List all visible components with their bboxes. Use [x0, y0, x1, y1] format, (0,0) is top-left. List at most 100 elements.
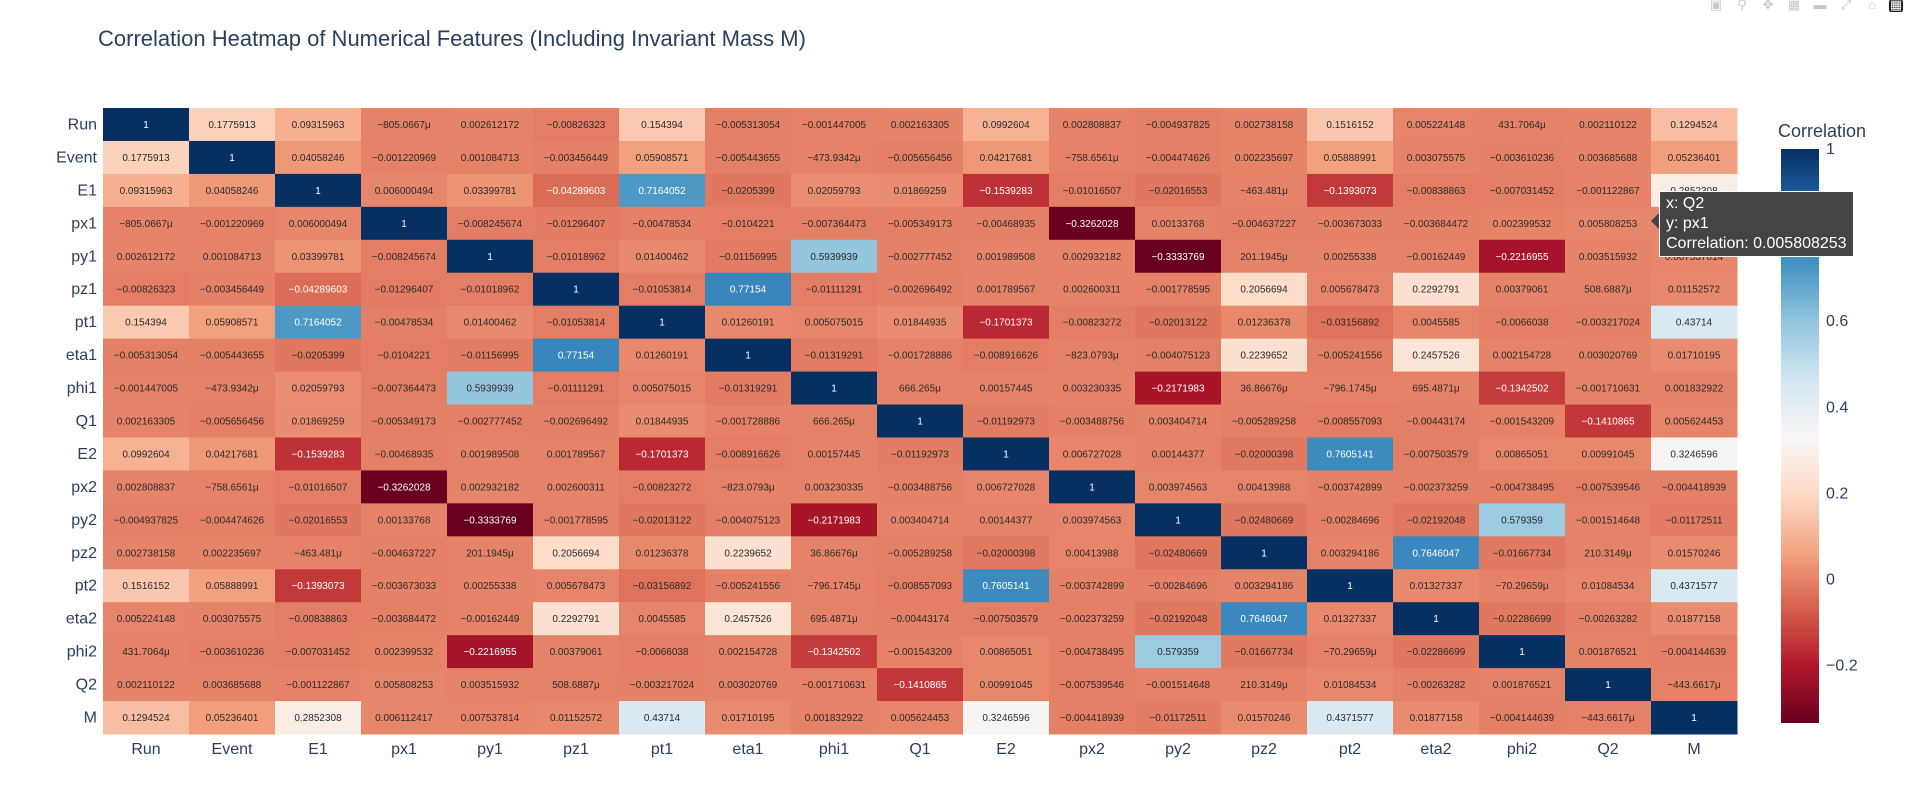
heatmap-cell[interactable] [275, 470, 362, 504]
heatmap-cell[interactable] [1221, 140, 1308, 175]
heatmap-cell[interactable] [1479, 338, 1566, 373]
heatmap-cell[interactable] [705, 701, 792, 735]
heatmap-cell[interactable] [447, 305, 534, 340]
heatmap-cell[interactable] [533, 338, 620, 373]
heatmap-cell[interactable] [1393, 569, 1480, 603]
heatmap-cell[interactable] [1393, 602, 1480, 636]
heatmap-cell[interactable] [189, 173, 276, 208]
heatmap-cell[interactable] [361, 305, 448, 340]
heatmap-cell[interactable] [275, 108, 362, 142]
heatmap-cell[interactable] [1651, 140, 1738, 175]
heatmap-cell[interactable] [705, 602, 792, 636]
heatmap-cell[interactable] [361, 338, 448, 373]
heatmap-cell[interactable] [1135, 701, 1222, 735]
heatmap-cell[interactable] [447, 140, 534, 175]
heatmap-cell[interactable] [361, 371, 448, 406]
heatmap-cell[interactable] [1049, 173, 1136, 208]
heatmap-cell[interactable] [533, 503, 620, 537]
heatmap-cell[interactable] [533, 404, 620, 438]
heatmap-cell[interactable] [1393, 108, 1480, 142]
heatmap-cell[interactable] [1393, 140, 1480, 175]
heatmap-cell[interactable] [447, 108, 534, 142]
heatmap-cell[interactable] [189, 536, 276, 570]
zoom-in-icon[interactable]: ▦ [1787, 0, 1801, 12]
heatmap-cell[interactable] [619, 503, 706, 537]
heatmap-cell[interactable] [1307, 635, 1394, 669]
heatmap-cell[interactable] [1221, 108, 1308, 142]
heatmap-cell[interactable] [103, 371, 190, 406]
heatmap-cell[interactable] [1221, 239, 1308, 274]
heatmap-cell[interactable] [1135, 470, 1222, 504]
heatmap-cell[interactable] [877, 404, 964, 438]
heatmap-cell[interactable] [1135, 140, 1222, 175]
heatmap-cell[interactable] [877, 635, 964, 669]
heatmap-cell[interactable] [1393, 701, 1480, 735]
heatmap-cell[interactable] [791, 305, 878, 340]
heatmap-cell[interactable] [1651, 569, 1738, 603]
heatmap-cell[interactable] [533, 668, 620, 702]
heatmap-cell[interactable] [189, 668, 276, 702]
heatmap-cell[interactable] [103, 536, 190, 570]
heatmap-cell[interactable] [103, 602, 190, 636]
heatmap-cell[interactable] [1307, 305, 1394, 340]
heatmap-cell[interactable] [1049, 437, 1136, 471]
heatmap-cell[interactable] [1307, 239, 1394, 274]
heatmap-cell[interactable] [1221, 404, 1308, 438]
heatmap-cell[interactable] [791, 701, 878, 735]
heatmap-cell[interactable] [533, 536, 620, 570]
heatmap-cell[interactable] [361, 239, 448, 274]
heatmap-cell[interactable] [963, 206, 1050, 241]
heatmap-cell[interactable] [1393, 668, 1480, 702]
heatmap-cell[interactable] [1135, 206, 1222, 241]
heatmap-cell[interactable] [1049, 404, 1136, 438]
heatmap-cell[interactable] [1479, 206, 1566, 241]
heatmap-cell[interactable] [705, 173, 792, 208]
heatmap-cell[interactable] [1049, 602, 1136, 636]
heatmap-cell[interactable] [275, 668, 362, 702]
heatmap-cell[interactable] [447, 173, 534, 208]
heatmap-cell[interactable] [877, 602, 964, 636]
heatmap-cell[interactable] [361, 569, 448, 603]
heatmap-cell[interactable] [877, 668, 964, 702]
heatmap-cell[interactable] [361, 206, 448, 241]
heatmap-cell[interactable] [275, 404, 362, 438]
heatmap-cell[interactable] [1221, 437, 1308, 471]
heatmap-cell[interactable] [619, 635, 706, 669]
heatmap-cell[interactable] [533, 437, 620, 471]
heatmap-cell[interactable] [103, 239, 190, 274]
heatmap-cell[interactable] [963, 635, 1050, 669]
heatmap-cell[interactable] [103, 635, 190, 669]
heatmap-cell[interactable] [1393, 536, 1480, 570]
heatmap-cell[interactable] [1651, 668, 1738, 702]
heatmap-cell[interactable] [1307, 371, 1394, 406]
heatmap-cell[interactable] [1307, 470, 1394, 504]
heatmap-cell[interactable] [791, 404, 878, 438]
heatmap-cell[interactable] [1479, 503, 1566, 537]
heatmap-cell[interactable] [189, 206, 276, 241]
heatmap-cell[interactable] [877, 305, 964, 340]
heatmap-cell[interactable] [1135, 569, 1222, 603]
heatmap-cell[interactable] [189, 272, 276, 307]
heatmap-cell[interactable] [447, 569, 534, 603]
heatmap-cell[interactable] [1221, 536, 1308, 570]
heatmap-cell[interactable] [275, 272, 362, 307]
heatmap-cell[interactable] [1221, 272, 1308, 307]
plotly-logo-icon[interactable]: ▦ [1889, 0, 1903, 12]
heatmap-cell[interactable] [877, 536, 964, 570]
heatmap-cell[interactable] [1651, 272, 1738, 307]
heatmap-cell[interactable] [275, 536, 362, 570]
heatmap-cell[interactable] [1479, 108, 1566, 142]
heatmap-cell[interactable] [963, 470, 1050, 504]
heatmap-cell[interactable] [963, 140, 1050, 175]
heatmap-cell[interactable] [1393, 437, 1480, 471]
heatmap-cell[interactable] [1651, 470, 1738, 504]
heatmap-cell[interactable] [447, 437, 534, 471]
heatmap-cell[interactable] [791, 140, 878, 175]
heatmap-cell[interactable] [189, 701, 276, 735]
heatmap-cell[interactable] [1479, 437, 1566, 471]
heatmap-cell[interactable] [1651, 108, 1738, 142]
heatmap-cell[interactable] [963, 503, 1050, 537]
heatmap-cell[interactable] [1135, 239, 1222, 274]
heatmap-cell[interactable] [1307, 536, 1394, 570]
heatmap-cell[interactable] [533, 470, 620, 504]
